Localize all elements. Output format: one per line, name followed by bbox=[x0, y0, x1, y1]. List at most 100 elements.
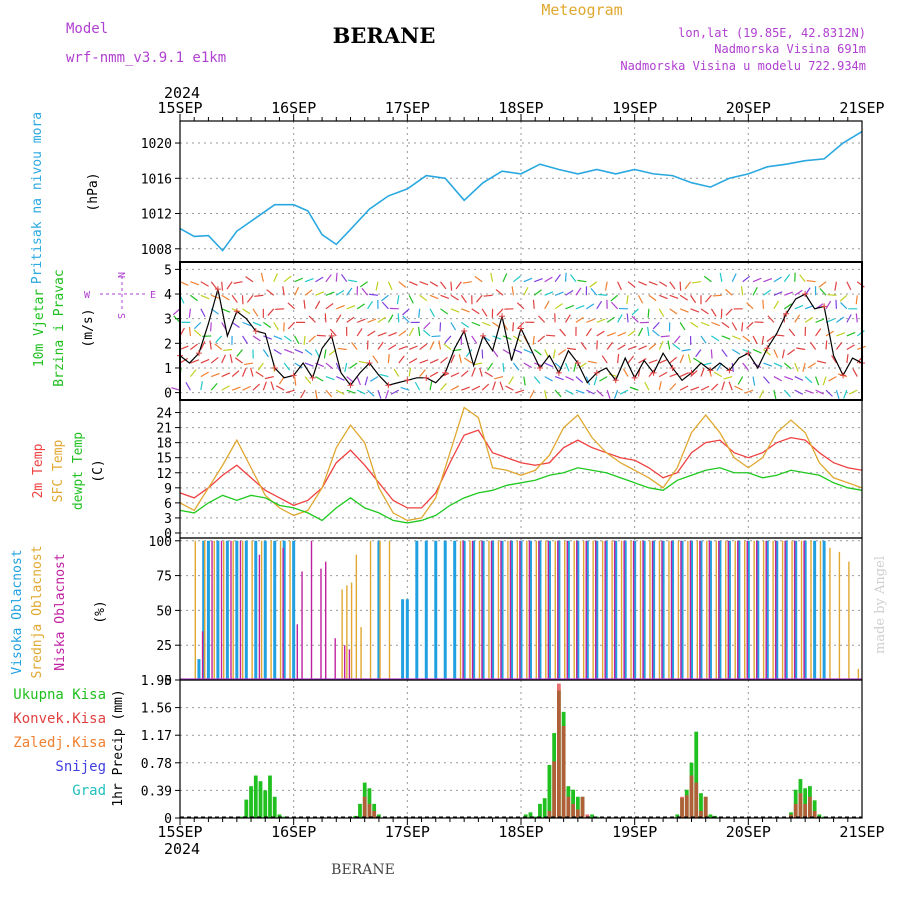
wind-barb bbox=[337, 347, 347, 351]
top-date-label: 21SEP bbox=[839, 99, 884, 117]
ytick-label: 2 bbox=[164, 337, 172, 352]
precip-legend-entry: Snijeg bbox=[55, 759, 106, 775]
wind-barb bbox=[308, 315, 316, 323]
wind-barb bbox=[796, 347, 806, 351]
compass-e: E bbox=[150, 290, 156, 301]
wind-barb bbox=[669, 383, 677, 391]
wind-barb bbox=[818, 281, 827, 288]
wind-barb bbox=[546, 334, 556, 337]
wind-barb bbox=[200, 381, 203, 391]
cloud-mid-label: Srednja Oblacnost bbox=[30, 545, 45, 678]
wind-barb bbox=[236, 349, 243, 357]
wind-barb bbox=[294, 348, 304, 354]
top-date-label: 20SEP bbox=[726, 99, 771, 117]
wind-barb bbox=[679, 372, 689, 378]
top-date-label: 15SEP bbox=[157, 99, 202, 117]
wind-barb bbox=[246, 294, 254, 303]
wind-gust-mark bbox=[574, 360, 581, 367]
compass-s: S bbox=[115, 313, 126, 319]
wind-barb bbox=[282, 286, 285, 296]
wind-barb bbox=[606, 389, 611, 399]
model-name: wrf-nmm_v3.9.1 e1km bbox=[66, 50, 226, 66]
wind-barb bbox=[511, 286, 515, 296]
wind-gust-mark bbox=[328, 332, 335, 339]
wind-barb bbox=[710, 383, 719, 391]
precip-total-bar bbox=[542, 798, 547, 818]
wind-barb bbox=[283, 322, 285, 332]
wind-barb bbox=[474, 275, 483, 283]
precip-conv-bar bbox=[556, 683, 561, 818]
wind-barb bbox=[471, 385, 481, 391]
ytick-label: 1008 bbox=[141, 243, 172, 258]
wind-barb bbox=[763, 376, 770, 384]
wind-barb bbox=[287, 321, 296, 330]
panel-precip: 0 0.39 0.78 1.17 1.56 1.95 bbox=[141, 674, 862, 827]
bottom-date-label: 21SEP bbox=[839, 823, 884, 841]
wind-barb bbox=[335, 290, 345, 296]
wind-barb bbox=[839, 294, 848, 302]
wind-barb bbox=[631, 315, 639, 323]
wind-barb bbox=[731, 322, 738, 331]
precip-total-bar bbox=[277, 814, 282, 818]
wind-barb bbox=[819, 288, 827, 296]
wind-barb bbox=[494, 376, 504, 380]
wind-barb bbox=[325, 291, 335, 296]
precip-total-bar bbox=[817, 814, 822, 818]
wind-barb bbox=[515, 389, 525, 394]
panel-frame bbox=[179, 120, 863, 263]
precip-legend-entry: Grad bbox=[72, 783, 106, 799]
wind-barb bbox=[325, 362, 334, 370]
wind-gust-mark bbox=[404, 377, 411, 384]
wind-barb bbox=[516, 321, 525, 330]
wind-barb bbox=[835, 389, 840, 399]
precip-total-bar bbox=[249, 786, 253, 818]
wind-barb bbox=[460, 294, 467, 304]
wind-barb bbox=[200, 341, 206, 350]
wind-barb bbox=[742, 335, 751, 342]
top-date-labels: 15SEP 16SEP 17SEP 18SEP 19SEP 20SEP 21SEP bbox=[157, 99, 885, 121]
wind-barb bbox=[740, 286, 744, 296]
wind-barb bbox=[679, 354, 685, 364]
wind-barb bbox=[471, 321, 481, 327]
wind-barb bbox=[369, 376, 379, 382]
wind-barb bbox=[455, 281, 462, 290]
wind-barb bbox=[356, 328, 363, 337]
wind-barb bbox=[575, 287, 582, 296]
bottom-date-labels: 15SEP 16SEP 17SEP 18SEP 19SEP 20SEP 21SEP bbox=[157, 818, 885, 841]
wind-gust-mark bbox=[707, 367, 714, 374]
wind-barb bbox=[647, 326, 650, 337]
wind-barb bbox=[229, 354, 233, 364]
wind-barb bbox=[806, 279, 816, 283]
wind-barb bbox=[815, 328, 822, 337]
wind-barb bbox=[398, 281, 407, 288]
wind-barb bbox=[245, 276, 254, 283]
wind-barb bbox=[315, 291, 324, 296]
wind-barb bbox=[429, 341, 435, 350]
wind-barb bbox=[799, 274, 806, 283]
wind-barb bbox=[351, 342, 358, 350]
panel-frame bbox=[179, 679, 863, 819]
wind-barb bbox=[815, 318, 825, 323]
wind-barb bbox=[690, 294, 697, 304]
wind-barb bbox=[684, 281, 692, 290]
wind-barb bbox=[631, 308, 639, 316]
wind-barb bbox=[807, 362, 816, 369]
wind-barb bbox=[794, 304, 804, 310]
wind-barb bbox=[512, 322, 515, 332]
wind-unit: (m/s) bbox=[81, 308, 96, 347]
wind-barb bbox=[679, 294, 689, 301]
wind-gust-mark bbox=[745, 350, 752, 357]
wind-barb bbox=[444, 335, 452, 344]
wind-barb bbox=[294, 286, 300, 296]
wind-barb bbox=[359, 281, 368, 288]
wind-barb bbox=[264, 376, 274, 380]
precip-total-bar bbox=[708, 814, 713, 818]
wind-barb bbox=[336, 304, 345, 310]
wind-barb bbox=[304, 362, 314, 367]
panels: 1008101210161020012345036912151821240255… bbox=[141, 120, 866, 827]
wind-barb bbox=[481, 321, 491, 327]
wind-barb bbox=[414, 381, 421, 391]
wind-barb bbox=[419, 281, 429, 286]
wind-barb bbox=[554, 376, 564, 381]
wind-barb bbox=[304, 278, 314, 283]
